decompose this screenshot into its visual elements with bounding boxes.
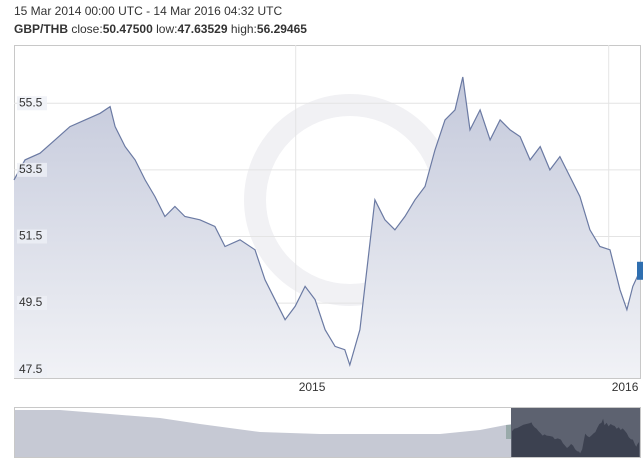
summary: GBP/THB close:50.47500 low:47.63529 high… — [14, 22, 307, 36]
y-tick-bg — [17, 362, 47, 377]
y-tick-bg — [17, 296, 47, 311]
y-tick-label: 55.5 — [19, 95, 43, 109]
stat-value: 47.63529 — [177, 22, 228, 36]
navigator-handle[interactable] — [506, 425, 511, 439]
last-value-marker — [637, 261, 643, 280]
y-tick-label: 47.5 — [19, 362, 43, 376]
navigator-history — [15, 410, 511, 457]
y-tick-label: 53.5 — [19, 162, 43, 176]
area — [14, 77, 640, 378]
chart-title: 15 Mar 2014 00:00 UTC - 14 Mar 2016 04:3… — [14, 4, 283, 18]
x-tick-label: 2016 — [612, 380, 639, 394]
stat-name: low: — [156, 22, 178, 36]
stat-name: close: — [71, 22, 103, 36]
pair: GBP/THB — [14, 22, 68, 36]
navigator-series — [512, 418, 639, 457]
y-tick-bg — [17, 162, 47, 177]
y-tick-bg — [17, 229, 47, 244]
stat-value: 50.47500 — [102, 22, 153, 36]
x-tick-label: 2015 — [299, 380, 326, 394]
y-tick-label: 51.5 — [19, 229, 43, 243]
stat-value: 56.29465 — [256, 22, 307, 36]
y-tick-bg — [17, 96, 47, 111]
stat-name: high: — [230, 22, 257, 36]
y-tick-label: 49.5 — [19, 295, 43, 309]
line — [13, 76, 641, 368]
